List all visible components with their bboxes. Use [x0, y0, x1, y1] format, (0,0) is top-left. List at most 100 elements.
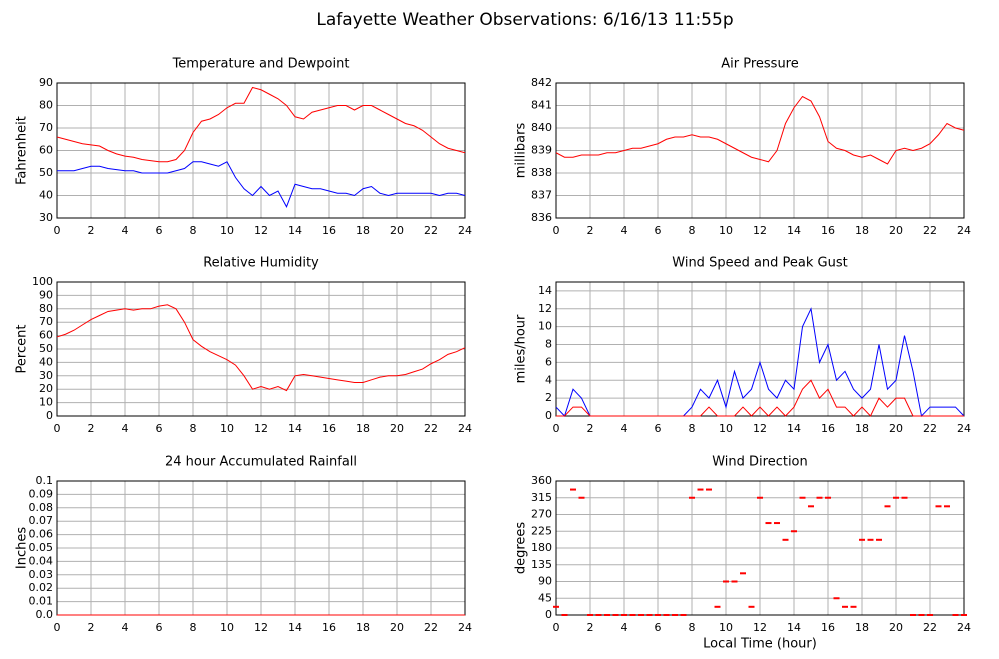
x-tick-label: 6	[156, 224, 163, 237]
panel-title: Air Pressure	[721, 57, 799, 72]
y-tick-label: 0.1	[36, 474, 54, 487]
direction-point	[740, 572, 746, 575]
y-tick-label: 30	[39, 369, 53, 382]
y-tick-label: 70	[39, 315, 53, 328]
direction-point	[765, 522, 772, 525]
x-tick-label: 22	[923, 422, 937, 435]
y-tick-label: 839	[531, 144, 552, 157]
x-tick-label: 24	[957, 224, 971, 237]
y-tick-label: 135	[531, 558, 552, 571]
y-tick-label: 0.06	[29, 528, 54, 541]
direction-point	[646, 614, 653, 616]
x-tick-label: 14	[288, 621, 302, 634]
y-tick-label: 6	[545, 355, 552, 368]
x-tick-label: 24	[458, 422, 472, 435]
direction-point	[697, 488, 704, 491]
direction-point	[918, 614, 925, 616]
y-tick-label: 14	[538, 284, 552, 297]
y-tick-label: 270	[531, 508, 552, 521]
x-tick-label: 20	[889, 621, 903, 634]
series-line	[56, 86, 466, 163]
y-tick-label: 0.08	[29, 501, 54, 514]
direction-point	[901, 496, 908, 499]
x-tick-label: 6	[655, 422, 662, 435]
y-tick-label: 45	[538, 591, 552, 604]
y-tick-label: 0	[545, 608, 552, 621]
direction-point	[672, 614, 678, 616]
y-tick-label: 836	[531, 211, 552, 224]
y-tick-label: 50	[39, 342, 53, 355]
x-tick-label: 12	[753, 422, 767, 435]
direction-point	[604, 614, 610, 616]
y-tick-label: 80	[39, 302, 53, 315]
x-tick-label: 6	[156, 621, 163, 634]
x-tick-label: 10	[719, 621, 733, 634]
y-tick-label: 60	[39, 144, 53, 157]
direction-point	[927, 614, 933, 616]
x-tick-label: 14	[787, 422, 801, 435]
x-tick-label: 22	[923, 224, 937, 237]
x-tick-label: 4	[122, 224, 129, 237]
y-tick-label: 50	[39, 166, 53, 179]
y-tick-label: 0.03	[29, 568, 54, 581]
x-tick-label: 2	[587, 224, 594, 237]
x-tick-label: 12	[254, 224, 268, 237]
x-axis-label: Local Time (hour)	[703, 637, 817, 652]
y-tick-label: 0.04	[29, 554, 54, 567]
y-tick-label: 837	[531, 189, 552, 202]
panel-title: Temperature and Dewpoint	[172, 57, 350, 72]
direction-point	[553, 605, 559, 608]
x-tick-label: 24	[957, 422, 971, 435]
y-tick-label: 80	[39, 99, 53, 112]
x-tick-label: 14	[288, 224, 302, 237]
direction-point	[935, 505, 942, 508]
y-tick-label: 0.02	[29, 581, 54, 594]
direction-point	[859, 538, 865, 541]
y-tick-label: 8	[545, 338, 552, 351]
y-tick-label: 20	[39, 382, 53, 395]
x-tick-label: 24	[957, 621, 971, 634]
x-tick-label: 4	[122, 621, 129, 634]
x-tick-label: 2	[88, 422, 95, 435]
direction-point	[621, 614, 627, 616]
x-tick-label: 20	[390, 621, 404, 634]
y-tick-label: 2	[545, 391, 552, 404]
x-tick-label: 10	[220, 422, 234, 435]
x-tick-label: 14	[288, 422, 302, 435]
plot-frame	[56, 281, 466, 417]
x-tick-label: 0	[553, 422, 560, 435]
y-tick-label: 60	[39, 329, 53, 342]
y-tick-label: 70	[39, 121, 53, 134]
x-tick-label: 20	[889, 224, 903, 237]
direction-point	[748, 605, 755, 608]
y-axis-label: Fahrenheit	[15, 116, 30, 185]
x-tick-label: 18	[356, 224, 370, 237]
direction-point	[825, 496, 831, 499]
direction-point	[587, 614, 593, 616]
x-tick-label: 0	[54, 224, 61, 237]
x-tick-label: 22	[424, 422, 438, 435]
x-tick-label: 10	[220, 621, 234, 634]
x-tick-label: 16	[821, 621, 835, 634]
y-axis-label: Inches	[15, 527, 30, 569]
x-tick-label: 18	[855, 621, 869, 634]
x-tick-label: 14	[787, 621, 801, 634]
direction-point	[731, 580, 738, 583]
y-axis-label: miles/hour	[514, 314, 529, 383]
direction-point	[706, 488, 712, 491]
x-tick-label: 22	[424, 621, 438, 634]
y-tick-label: 40	[39, 355, 53, 368]
direction-point	[774, 522, 780, 525]
direction-point	[578, 496, 585, 499]
series-line	[556, 379, 964, 417]
y-tick-label: 12	[538, 302, 552, 315]
y-tick-label: 841	[531, 99, 552, 112]
direction-point	[867, 538, 874, 541]
direction-point	[808, 505, 814, 508]
y-tick-label: 360	[531, 474, 552, 487]
x-tick-label: 18	[855, 422, 869, 435]
direction-point	[910, 614, 916, 616]
y-tick-label: 0.05	[29, 541, 54, 554]
direction-point	[757, 496, 763, 499]
x-tick-label: 22	[923, 621, 937, 634]
